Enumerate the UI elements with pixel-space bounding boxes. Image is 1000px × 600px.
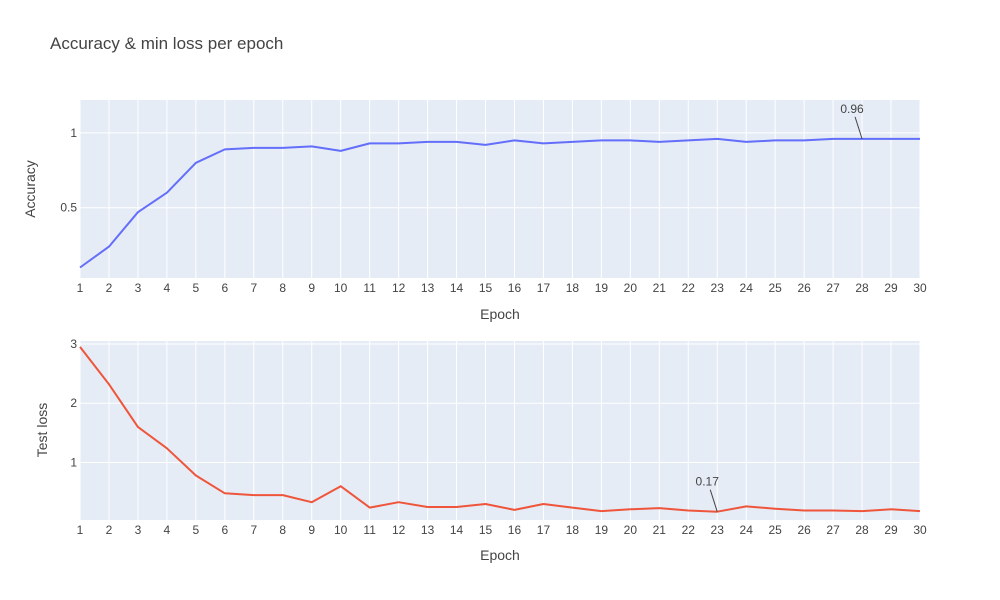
accuracy-x-tick-label: 5 [193, 281, 200, 295]
accuracy-x-tick-label: 28 [855, 281, 869, 295]
test-loss-y-tick-label: 1 [70, 456, 77, 470]
accuracy-x-tick-label: 4 [164, 281, 171, 295]
test-loss-x-tick-label: 27 [826, 523, 840, 537]
test-loss-x-tick-label: 28 [855, 523, 869, 537]
test-loss-x-tick-label: 16 [508, 523, 522, 537]
test-loss-x-tick-label: 9 [308, 523, 315, 537]
accuracy-x-tick-label: 27 [826, 281, 840, 295]
test-loss-x-tick-label: 14 [450, 523, 464, 537]
test-loss-x-tick-label: 26 [797, 523, 811, 537]
accuracy-x-axis-title: Epoch [480, 306, 520, 322]
accuracy-x-tick-label: 30 [913, 281, 927, 295]
test-loss-x-tick-label: 17 [537, 523, 551, 537]
accuracy-x-tick-label: 20 [624, 281, 638, 295]
test-loss-series-line [79, 346, 921, 513]
test-loss-x-tick-label: 12 [392, 523, 406, 537]
accuracy-x-tick-label: 15 [479, 281, 493, 295]
test-loss-x-tick-label: 25 [768, 523, 782, 537]
test-loss-y-tick-label: 2 [70, 396, 77, 410]
accuracy-x-tick-label: 11 [363, 281, 376, 295]
test-loss-x-tick-label: 13 [421, 523, 435, 537]
accuracy-x-tick-label: 9 [308, 281, 315, 295]
accuracy-x-tick-label: 22 [682, 281, 696, 295]
accuracy-x-tick-label: 10 [334, 281, 348, 295]
accuracy-x-tick-label: 26 [797, 281, 811, 295]
accuracy-x-tick-label: 6 [221, 281, 228, 295]
test-loss-x-tick-label: 1 [77, 523, 84, 537]
chart-title: Accuracy & min loss per epoch [50, 34, 284, 53]
accuracy-plot-area [80, 100, 920, 278]
test-loss-x-tick-label: 8 [279, 523, 286, 537]
test-loss-x-tick-label: 21 [653, 523, 667, 537]
test-loss-x-tick-label: 4 [164, 523, 171, 537]
accuracy-x-tick-label: 12 [392, 281, 406, 295]
accuracy-x-tick-label: 19 [595, 281, 609, 295]
accuracy-annotation-arrow [854, 116, 863, 140]
accuracy-x-tick-label: 21 [653, 281, 667, 295]
test-loss-x-tick-label: 7 [250, 523, 257, 537]
test-loss-x-tick-label: 5 [193, 523, 200, 537]
test-loss-y-tick-label: 3 [70, 337, 77, 351]
accuracy-x-tick-label: 7 [250, 281, 257, 295]
accuracy-x-tick-label: 14 [450, 281, 464, 295]
test-loss-x-tick-label: 3 [135, 523, 142, 537]
accuracy-x-tick-label: 3 [135, 281, 142, 295]
test-loss-x-axis-title: Epoch [480, 547, 520, 563]
test-loss-plot-area [80, 341, 920, 520]
test-loss-x-tick-label: 6 [221, 523, 228, 537]
test-loss-y-axis-title: Test loss [34, 403, 50, 457]
test-loss-x-tick-label: 19 [595, 523, 609, 537]
test-loss-annotation-arrow [709, 489, 718, 512]
accuracy-x-tick-label: 29 [884, 281, 898, 295]
accuracy-x-tick-label: 1 [77, 281, 84, 295]
accuracy-annotation-label: 0.96 [840, 102, 864, 116]
test-loss-x-tick-label: 11 [363, 523, 376, 537]
test-loss-x-tick-label: 18 [566, 523, 580, 537]
test-loss-x-tick-label: 2 [106, 523, 113, 537]
test-loss-annotation-label: 0.17 [696, 475, 720, 489]
accuracy-y-tick-label: 1 [70, 126, 77, 140]
accuracy-x-tick-label: 24 [740, 281, 754, 295]
accuracy-y-tick-label: 0.5 [60, 201, 77, 215]
accuracy-y-axis-title: Accuracy [22, 160, 38, 218]
accuracy-x-tick-label: 16 [508, 281, 522, 295]
test-loss-x-tick-label: 29 [884, 523, 898, 537]
accuracy-x-tick-label: 23 [711, 281, 725, 295]
test-loss-x-tick-label: 20 [624, 523, 638, 537]
test-loss-x-tick-label: 22 [682, 523, 696, 537]
test-loss-subplot: 1 2 3 4 5 6 7 8 9 10 11 12 13 14 15 16 17 18 19 20 21 22 23 24 2… [34, 337, 927, 563]
accuracy-x-tick-label: 13 [421, 281, 435, 295]
test-loss-x-tick-label: 15 [479, 523, 493, 537]
accuracy-x-tick-label: 17 [537, 281, 551, 295]
accuracy-x-tick-label: 18 [566, 281, 580, 295]
accuracy-series-line [79, 137, 920, 269]
test-loss-x-tick-label: 23 [711, 523, 725, 537]
accuracy-subplot: 1 2 3 4 5 6 7 8 9 10 11 12 13 14 15 16 17 18 19 20 21 22 23 24 2… [22, 100, 927, 322]
accuracy-x-tick-label: 2 [106, 281, 113, 295]
accuracy-x-tick-label: 25 [768, 281, 782, 295]
test-loss-x-tick-label: 30 [913, 523, 927, 537]
test-loss-x-tick-label: 10 [334, 523, 348, 537]
accuracy-x-tick-label: 8 [279, 281, 286, 295]
test-loss-x-tick-label: 24 [740, 523, 754, 537]
